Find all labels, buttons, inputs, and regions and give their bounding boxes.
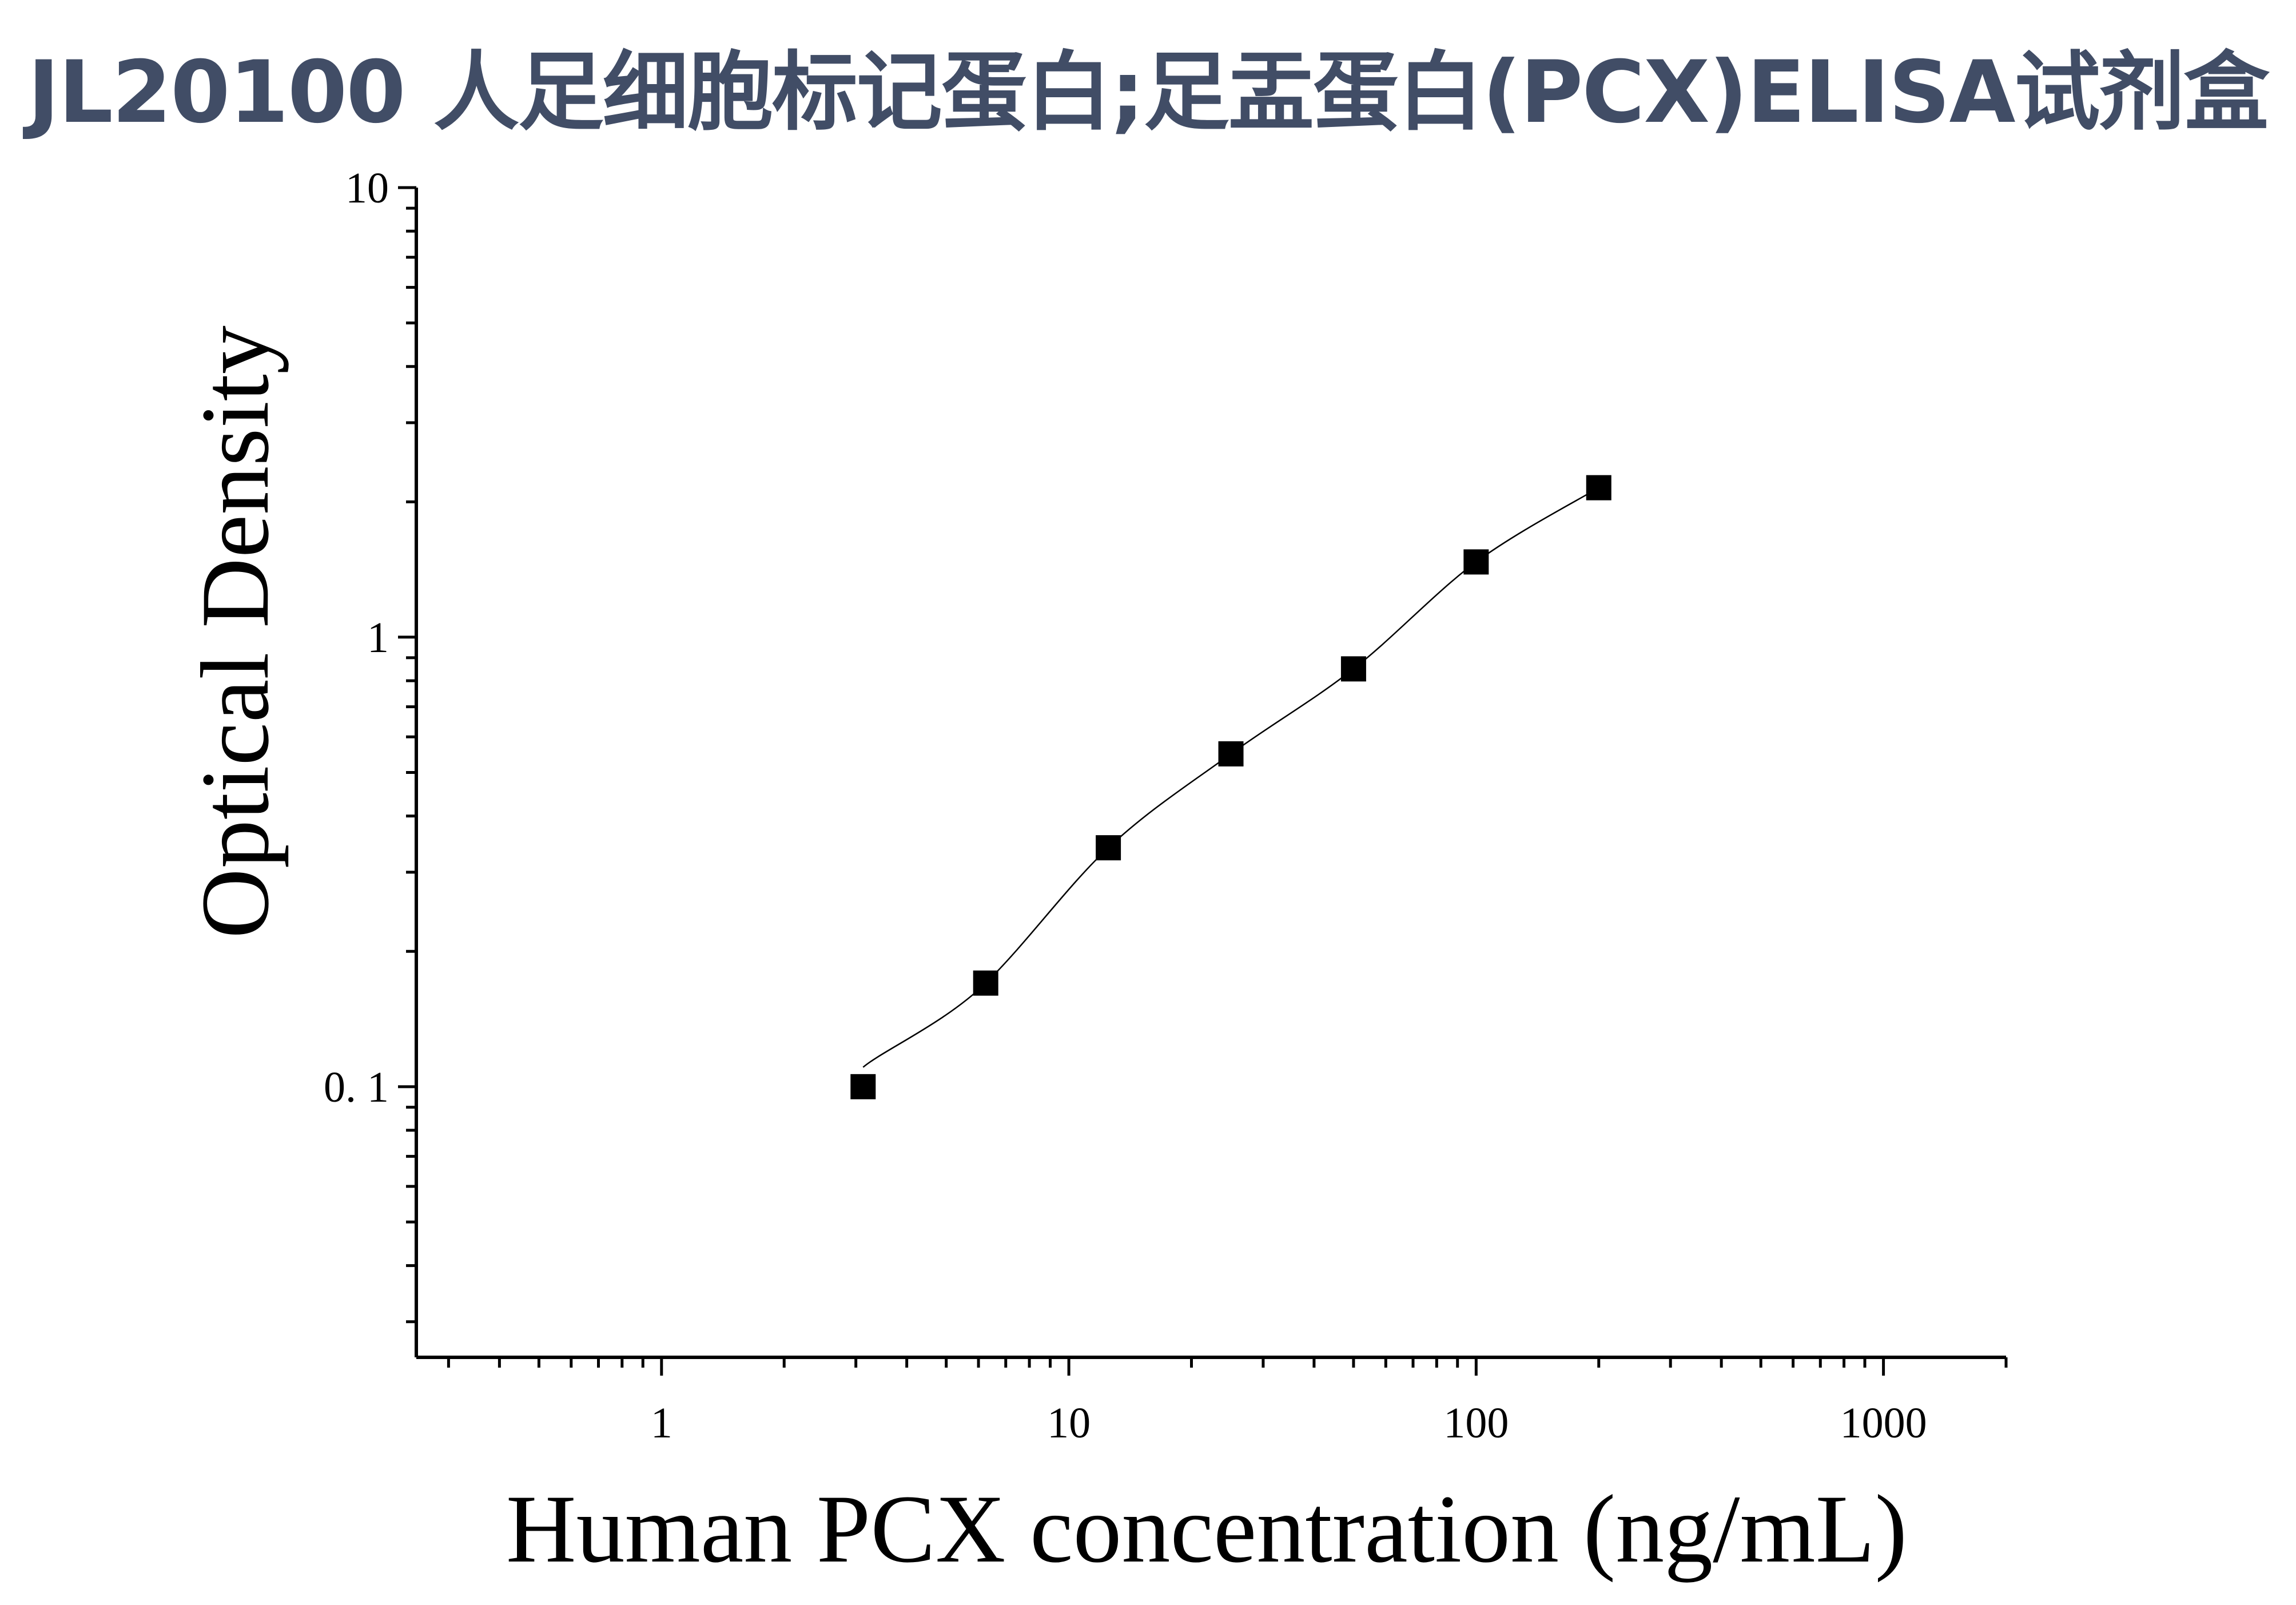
y-axis-title: Optical Density [181,325,289,939]
x-tick-label: 1000 [1840,1399,1927,1447]
data-points [850,475,1611,1099]
data-point [1463,549,1489,575]
y-tick-label: 0. 1 [324,1063,389,1111]
data-point [850,1074,876,1099]
data-point [1096,835,1121,861]
x-tick-label: 10 [1047,1399,1091,1447]
x-tick-label: 100 [1443,1399,1509,1447]
data-point [973,970,998,996]
chart-title: JL20100 人足细胞标记蛋白;足盂蛋白(PCX)ELISA试剂盒 [27,43,2269,142]
y-tick-label: 1 [367,614,389,662]
data-point [1340,656,1366,682]
y-tick-label: 10 [345,164,389,212]
x-tick-label: 1 [651,1399,673,1447]
data-point [1218,741,1244,766]
axes: 1 10 100 1000 0. 1 1 10 [324,164,2008,1447]
data-point [1586,475,1611,500]
x-axis-title: Human PCX concentration (ng/mL) [506,1475,1907,1583]
